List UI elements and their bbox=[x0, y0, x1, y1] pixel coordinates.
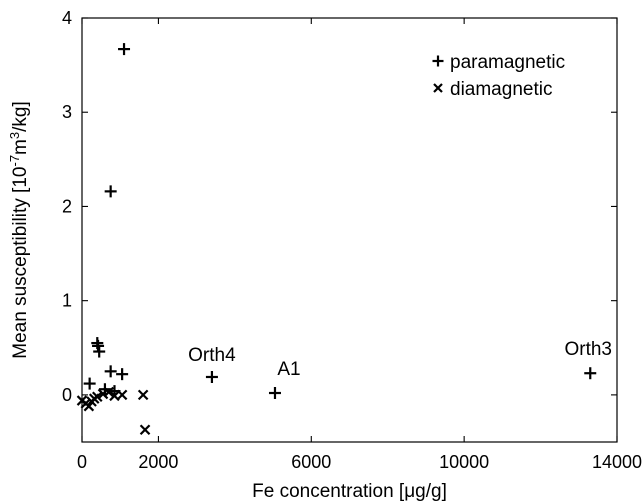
marker-stroke bbox=[103, 386, 115, 398]
data-point-diamagnetic bbox=[97, 388, 109, 400]
x-tick-label: 14000 bbox=[592, 452, 642, 472]
y-axis-label-prefix: Mean susceptibility [10 bbox=[10, 167, 31, 359]
y-axis-label-exponent: -7 bbox=[7, 155, 22, 167]
marker-stroke bbox=[137, 389, 149, 401]
data-point-diamagnetic bbox=[92, 391, 103, 403]
annotation-label: A1 bbox=[277, 359, 300, 380]
y-tick-label: 3 bbox=[62, 102, 72, 122]
annotation-label: Orth3 bbox=[564, 339, 612, 360]
y-tick-label: 2 bbox=[62, 196, 72, 216]
data-point-diamagnetic bbox=[139, 424, 151, 436]
y-axis-label-unit-exponent: 3 bbox=[7, 132, 22, 139]
legend-label-diamagnetic: diamagnetic bbox=[450, 79, 552, 100]
legend-plus-marker bbox=[432, 55, 444, 67]
data-point-paramagnetic bbox=[268, 387, 281, 400]
y-axis-label-unit: m bbox=[10, 139, 31, 155]
x-tick-label: 2000 bbox=[138, 452, 178, 472]
data-point-diamagnetic bbox=[137, 389, 149, 401]
marker-stroke bbox=[92, 391, 103, 403]
y-axis-label-suffix: /kg] bbox=[10, 101, 31, 132]
marker-stroke bbox=[433, 83, 443, 93]
data-point-diamagnetic bbox=[103, 386, 115, 398]
marker-stroke bbox=[139, 424, 151, 436]
x-tick-label: 10000 bbox=[439, 452, 489, 472]
marker-stroke bbox=[109, 390, 120, 402]
data-point-paramagnetic bbox=[584, 367, 597, 380]
plot-area: 0 2000 6000 10000 14000 0 1 2 3 4 bbox=[62, 8, 642, 472]
data-point-paramagnetic bbox=[93, 345, 106, 358]
plot-frame bbox=[81, 17, 618, 443]
marker-stroke bbox=[116, 389, 128, 401]
data-point-diamagnetic bbox=[116, 389, 128, 401]
data-point-paramagnetic bbox=[83, 377, 96, 390]
legend-marker-paramagnetic bbox=[432, 55, 444, 67]
x-tick-label: 0 bbox=[77, 452, 87, 472]
y-tick-label: 1 bbox=[62, 291, 72, 311]
marker-stroke bbox=[97, 388, 109, 400]
y-tick-label: 0 bbox=[62, 385, 72, 405]
data-point-paramagnetic bbox=[92, 339, 105, 352]
legend: paramagnetic diamagnetic bbox=[432, 52, 565, 100]
y-axis-label: Mean susceptibility [10-7m3/kg] bbox=[7, 101, 32, 358]
legend-label-paramagnetic: paramagnetic bbox=[450, 52, 565, 73]
data-point-paramagnetic bbox=[116, 368, 129, 381]
y-tick-label: 4 bbox=[62, 8, 72, 28]
x-axis-label: Fe concentration [μg/g] bbox=[252, 481, 447, 502]
data-point-paramagnetic bbox=[104, 185, 117, 198]
annotation-label: Orth4 bbox=[188, 345, 236, 366]
data-point-paramagnetic bbox=[104, 365, 117, 378]
markers-layer bbox=[76, 43, 597, 436]
x-tick-label: 6000 bbox=[291, 452, 331, 472]
legend-x-marker bbox=[433, 83, 443, 93]
annotations-layer: Orth4 A1 Orth3 bbox=[188, 339, 612, 380]
data-point-paramagnetic bbox=[205, 370, 218, 383]
data-point-paramagnetic bbox=[118, 43, 131, 56]
legend-marker-diamagnetic bbox=[433, 83, 443, 93]
